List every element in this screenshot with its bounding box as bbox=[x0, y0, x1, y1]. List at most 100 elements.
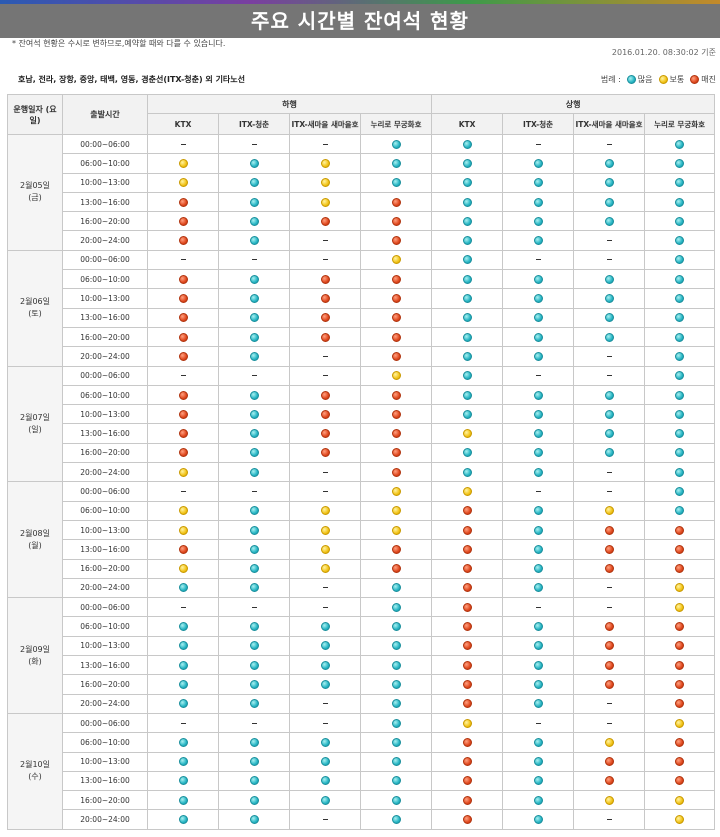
red-dot-icon bbox=[391, 351, 401, 361]
status-cell bbox=[644, 288, 716, 309]
time-slot-cell: 06:00~10:00 bbox=[62, 732, 148, 753]
status-cell bbox=[644, 635, 716, 657]
status-cell bbox=[431, 442, 504, 464]
time-slot-cell: 20:00~24:00 bbox=[62, 693, 148, 714]
yellow-dot-icon bbox=[604, 795, 614, 805]
status-cell bbox=[573, 288, 646, 309]
green-dot-icon bbox=[675, 139, 685, 149]
green-dot-icon bbox=[320, 641, 330, 651]
status-cell bbox=[359, 288, 433, 309]
green-dot-icon bbox=[249, 795, 259, 805]
status-cell bbox=[218, 423, 290, 444]
green-dot-icon bbox=[533, 294, 543, 304]
status-cell bbox=[573, 269, 646, 290]
table-row: 16:00~20:00 bbox=[8, 326, 716, 348]
status-cell bbox=[359, 269, 433, 290]
status-cell bbox=[359, 674, 433, 695]
status-cell bbox=[289, 307, 361, 328]
green-dot-icon bbox=[391, 757, 401, 767]
green-dot-icon bbox=[675, 467, 685, 477]
no-service-dash-icon bbox=[180, 722, 186, 724]
status-cell bbox=[147, 635, 219, 657]
no-service-dash-icon bbox=[322, 240, 328, 242]
green-dot-icon bbox=[462, 448, 472, 458]
no-service-dash-icon bbox=[535, 375, 541, 377]
no-service-dash-icon bbox=[606, 471, 612, 473]
seat-availability-table: 운행일자 (요일) 출발시간 하행 상행 KTX ITX-청춘 ITX-새마을 … bbox=[7, 94, 716, 830]
status-cell bbox=[644, 230, 716, 251]
status-cell bbox=[644, 597, 716, 618]
time-slot-cell: 06:00~10:00 bbox=[62, 384, 148, 406]
green-dot-icon bbox=[178, 660, 188, 670]
status-cell bbox=[644, 326, 716, 348]
yellow-dot-icon bbox=[391, 525, 401, 535]
red-dot-icon bbox=[604, 564, 614, 574]
status-cell bbox=[218, 635, 290, 657]
green-dot-icon bbox=[391, 699, 401, 709]
status-cell bbox=[644, 211, 716, 232]
status-cell bbox=[147, 442, 219, 464]
status-cell bbox=[289, 809, 361, 830]
status-cell bbox=[218, 442, 290, 464]
green-dot-icon bbox=[533, 679, 543, 689]
time-slot-cell: 00:00~06:00 bbox=[62, 597, 148, 618]
status-cell bbox=[289, 674, 361, 695]
status-cell bbox=[359, 539, 433, 560]
green-dot-icon bbox=[675, 236, 685, 246]
status-cell bbox=[147, 674, 219, 695]
status-cell bbox=[502, 172, 575, 193]
status-cell bbox=[431, 558, 504, 579]
weekday-label: (월) bbox=[28, 540, 42, 550]
date-label: 2월07일 bbox=[20, 412, 50, 422]
train-type-header: ITX-새마을 새마을호 bbox=[289, 113, 361, 135]
status-cell bbox=[147, 288, 219, 309]
status-cell bbox=[218, 519, 290, 541]
status-cell bbox=[289, 384, 361, 406]
status-cell bbox=[289, 288, 361, 309]
status-cell bbox=[573, 404, 646, 425]
red-dot-icon bbox=[675, 622, 685, 632]
status-cell bbox=[502, 442, 575, 464]
green-dot-icon bbox=[675, 409, 685, 419]
status-cell bbox=[218, 172, 290, 193]
status-cell bbox=[502, 326, 575, 348]
no-service-dash-icon bbox=[322, 471, 328, 473]
status-cell bbox=[218, 693, 290, 714]
red-dot-icon bbox=[462, 525, 472, 535]
status-cell bbox=[218, 211, 290, 232]
status-cell bbox=[289, 539, 361, 560]
status-cell bbox=[359, 249, 433, 271]
red-dot-icon bbox=[178, 313, 188, 323]
status-cell bbox=[359, 307, 433, 328]
train-type-header: ITX-청춘 bbox=[502, 113, 575, 135]
red-dot-icon bbox=[462, 641, 472, 651]
status-cell bbox=[573, 384, 646, 406]
time-slot-cell: 06:00~10:00 bbox=[62, 616, 148, 637]
red-dot-icon bbox=[462, 506, 472, 516]
no-service-dash-icon bbox=[322, 259, 328, 261]
status-cell bbox=[573, 712, 646, 734]
green-dot-icon bbox=[675, 197, 685, 207]
table-row: 10:00~13:00 bbox=[8, 288, 716, 309]
legend: 범례 : 많음 보통 매진 bbox=[601, 74, 716, 85]
time-slot-cell: 10:00~13:00 bbox=[62, 519, 148, 541]
status-cell bbox=[218, 191, 290, 213]
green-dot-icon bbox=[249, 660, 259, 670]
table-row: 2월10일 (수) 00:00~06:00 bbox=[7, 712, 716, 830]
status-cell bbox=[359, 326, 433, 348]
status-cell bbox=[431, 616, 504, 637]
time-slot-cell: 20:00~24:00 bbox=[62, 577, 148, 599]
red-dot-icon bbox=[462, 757, 472, 767]
status-cell bbox=[573, 539, 646, 560]
status-cell bbox=[573, 809, 646, 830]
group-header-down: 하행 bbox=[146, 94, 433, 114]
yellow-dot-icon bbox=[178, 467, 188, 477]
group-header-up: 상행 bbox=[431, 94, 716, 114]
status-cell bbox=[502, 635, 575, 657]
table-row: 06:00~10:00 bbox=[8, 616, 716, 637]
train-type-header: ITX-새마을 새마을호 bbox=[573, 113, 646, 135]
time-header: 출발시간 bbox=[62, 94, 148, 135]
no-service-dash-icon bbox=[322, 722, 328, 724]
green-dot-icon bbox=[462, 216, 472, 226]
no-service-dash-icon bbox=[606, 587, 612, 589]
